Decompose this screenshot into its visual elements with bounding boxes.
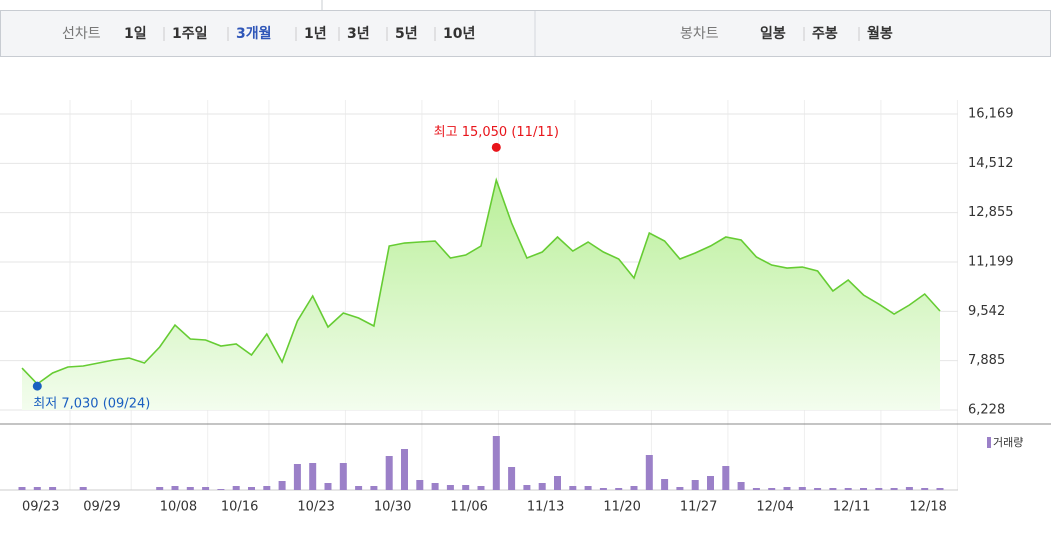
tab-group-label: 선차트 — [62, 26, 101, 42]
volume-bar — [156, 487, 164, 490]
volume-bar — [79, 487, 87, 490]
volume-bar — [477, 486, 485, 490]
volume-bar — [814, 488, 822, 490]
extreme-dot — [32, 381, 42, 391]
volume-bar — [737, 482, 745, 490]
x-tick-label: 10/08 — [160, 500, 197, 515]
volume-bar — [875, 488, 883, 490]
volume-bar — [569, 486, 577, 490]
volume-bar — [431, 483, 439, 490]
y-tick-label: 14,512 — [968, 156, 1014, 171]
volume-bar — [584, 486, 592, 490]
period-tab[interactable]: 1주일 — [172, 26, 208, 42]
candle-tab[interactable]: 월봉 — [867, 25, 893, 42]
x-tick-label: 10/23 — [297, 500, 334, 515]
volume-bar — [33, 487, 41, 490]
volume-bar — [355, 486, 363, 490]
volume-bar — [370, 486, 378, 490]
volume-bar — [936, 488, 944, 490]
y-tick-label: 6,228 — [968, 403, 1005, 418]
volume-bar — [645, 455, 653, 490]
volume-bar — [401, 449, 408, 490]
volume-bar — [492, 436, 500, 490]
volume-bar — [263, 486, 271, 490]
volume-bar — [554, 476, 561, 490]
volume-bar — [890, 488, 898, 490]
x-tick-label: 09/29 — [83, 500, 120, 515]
volume-bar — [752, 488, 760, 490]
x-tick-label: 11/06 — [450, 500, 487, 515]
volume-bar — [309, 463, 317, 490]
volume-bar — [768, 488, 776, 490]
volume-bar — [462, 485, 470, 490]
candle-tab[interactable]: 일봉 — [760, 26, 786, 42]
y-tick-label: 7,885 — [968, 353, 1005, 368]
volume-bar — [523, 485, 531, 490]
tab-bar — [0, 10, 1051, 57]
volume-bar — [416, 480, 424, 490]
volume-bar — [202, 487, 210, 490]
x-tick-label: 12/18 — [909, 500, 946, 515]
volume-bar — [171, 486, 179, 490]
volume-bar — [49, 487, 57, 490]
volume-bar — [707, 476, 714, 490]
legend-label: 거래량 — [993, 436, 1023, 449]
volume-bar — [293, 464, 301, 490]
volume-bar — [860, 488, 867, 490]
volume-bar — [783, 487, 791, 490]
x-tick-label: 11/20 — [603, 500, 640, 515]
period-tab[interactable]: 1년 — [304, 26, 327, 42]
period-tab[interactable]: 5년 — [395, 26, 418, 42]
volume-bar — [339, 463, 347, 490]
volume-bar — [630, 486, 638, 490]
candle-tab[interactable]: 주봉 — [812, 26, 838, 42]
volume-bar — [615, 488, 623, 490]
y-tick-label: 16,169 — [968, 107, 1014, 122]
x-tick-label: 10/16 — [221, 500, 258, 515]
x-tick-label: 12/11 — [833, 500, 870, 515]
legend-swatch — [987, 437, 991, 448]
volume-bar — [232, 486, 240, 490]
volume-bar — [248, 487, 255, 490]
period-tab[interactable]: 3개월 — [236, 25, 272, 42]
volume-bar — [798, 487, 806, 490]
volume-bar — [278, 481, 286, 490]
volume-bar — [691, 480, 699, 490]
volume-bar — [829, 488, 837, 490]
x-tick-label: 10/30 — [374, 500, 411, 515]
volume-bar — [844, 488, 852, 490]
y-tick-label: 12,855 — [968, 205, 1014, 220]
volume-bar — [18, 487, 26, 490]
volume-bar — [599, 488, 607, 490]
volume-bar — [905, 487, 913, 490]
volume-bar — [538, 483, 546, 490]
extreme-label: 최고 15,050 (11/11) — [434, 125, 559, 140]
volume-bar — [676, 487, 684, 490]
volume-bar — [921, 488, 929, 490]
volume-bar — [385, 456, 393, 490]
volume-bar — [446, 485, 454, 490]
volume-bar — [217, 489, 225, 490]
tab-group-label: 봉차트 — [680, 26, 719, 42]
y-tick-label: 9,542 — [968, 304, 1005, 319]
volume-bar — [661, 479, 669, 490]
period-tab[interactable]: 1일 — [124, 26, 147, 42]
extreme-label: 최저 7,030 (09/24) — [33, 397, 150, 412]
y-tick-label: 11,199 — [968, 254, 1014, 269]
price-line — [21, 177, 941, 386]
volume-bar — [324, 483, 332, 490]
volume-bar — [508, 467, 516, 490]
period-tab[interactable]: 3년 — [347, 26, 370, 42]
extreme-dot — [491, 142, 501, 152]
x-tick-label: 12/04 — [756, 500, 793, 515]
x-tick-label: 11/27 — [680, 500, 717, 515]
volume-bar — [186, 487, 194, 490]
period-tab[interactable]: 10년 — [443, 26, 475, 42]
volume-bar — [722, 466, 730, 490]
x-tick-label: 11/13 — [527, 500, 564, 515]
x-tick-label: 09/23 — [22, 500, 59, 515]
area-fill — [22, 180, 940, 410]
